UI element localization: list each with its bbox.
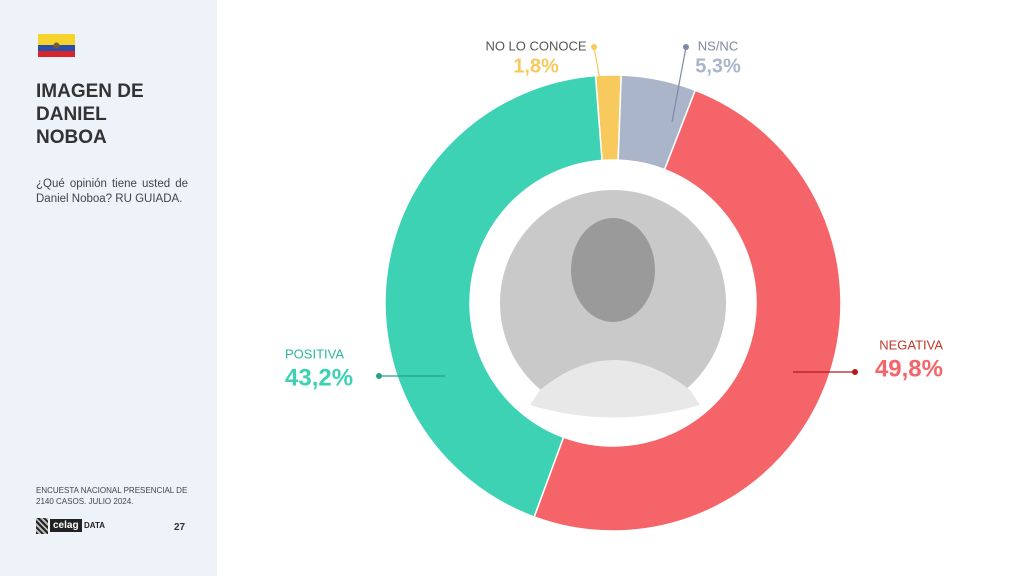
brand-sub: DATA — [84, 521, 106, 530]
slide-title: IMAGEN DE DANIEL NOBOA — [36, 81, 144, 148]
source-note: ENCUESTA NACIONAL PRESENCIAL DE 2140 CAS… — [36, 486, 188, 506]
page-number: 27 — [174, 522, 186, 533]
brand: celag — [50, 519, 82, 532]
category-label: NO LO CONOCE — [485, 38, 586, 53]
logo-mark — [36, 518, 48, 534]
flag — [38, 34, 75, 57]
sidebar: IMAGEN DE DANIEL NOBOA ¿Qué opinión tien… — [0, 0, 217, 576]
leader-dot — [591, 44, 597, 50]
portrait-face — [571, 218, 655, 322]
value-label: 43,2% — [285, 364, 353, 391]
category-label: POSITIVA — [285, 346, 344, 361]
category-label: NEGATIVA — [879, 337, 943, 352]
category-label: NS/NC — [698, 38, 738, 53]
portrait-shirt — [530, 360, 700, 418]
donut-segment — [384, 74, 603, 518]
leader-line — [671, 46, 687, 123]
value-label: 49,8% — [875, 355, 943, 382]
value-label: 5,3% — [695, 55, 741, 77]
leader-line — [593, 46, 601, 81]
leader-dot — [376, 373, 382, 379]
leader-dot — [683, 44, 689, 50]
question: ¿Qué opinión tiene usted de Daniel Noboa… — [36, 178, 188, 205]
donut-segment — [533, 89, 842, 532]
leader-dot — [852, 369, 858, 375]
value-label: 1,8% — [513, 55, 559, 77]
